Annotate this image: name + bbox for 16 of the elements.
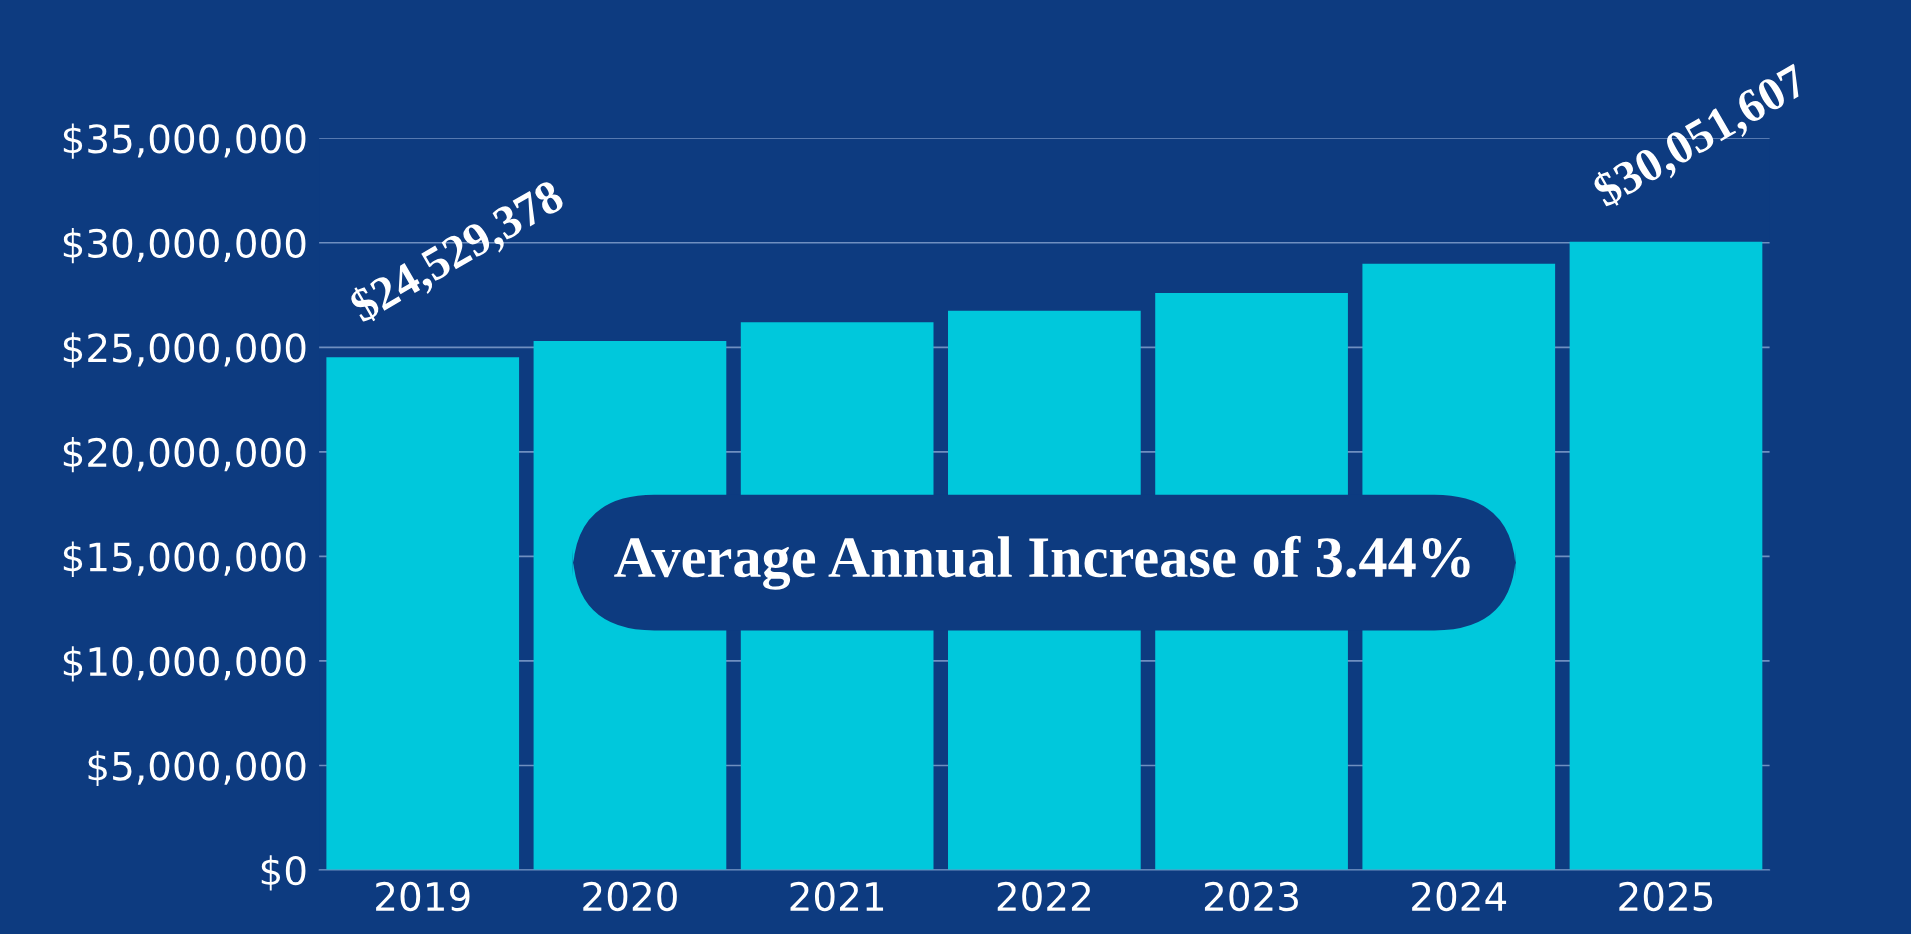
- x-tick-label: 2019: [376, 881, 470, 912]
- y-tick-label: $20,000,000: [63, 437, 306, 473]
- x-tick-label: 2025: [1619, 881, 1713, 912]
- y-tick-label: $25,000,000: [63, 332, 306, 368]
- y-tick-label: $0: [261, 855, 306, 891]
- x-tick-label: 2022: [997, 881, 1090, 912]
- y-tick-label: $35,000,000: [63, 123, 306, 159]
- y-tick-label: $5,000,000: [88, 750, 306, 786]
- x-tick-label: 2024: [1412, 881, 1507, 912]
- y-tick-label: $30,000,000: [63, 228, 306, 264]
- y-tick-label: $10,000,000: [63, 646, 306, 682]
- annotation: Average Annual Increase of 3.44%: [614, 535, 1470, 590]
- x-tick-label: 2023: [1204, 881, 1298, 912]
- x-tick-label: 2020: [583, 881, 677, 912]
- y-tick-label: $15,000,000: [63, 541, 306, 577]
- x-tick-label: 2021: [790, 881, 884, 912]
